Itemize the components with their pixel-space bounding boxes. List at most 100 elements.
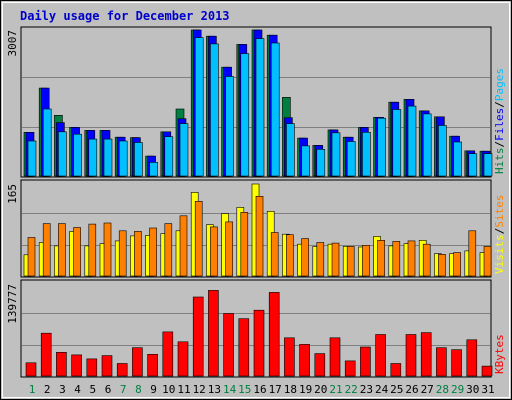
bar-kbytes-day-31 [481,365,493,377]
bar-pages-day-27 [422,113,432,177]
bar-sites-day-25 [392,241,401,277]
x-label-day-29: 29 [451,383,464,396]
bar-sites-day-16 [255,196,264,277]
bar-kbytes-day-27 [420,332,432,377]
x-label-day-14: 14 [223,383,237,396]
bar-sites-day-8 [134,231,142,277]
bar-pages-day-9 [149,162,158,177]
bar-sites-day-7 [118,230,127,277]
bar-kbytes-day-15 [238,318,250,377]
bar-pages-day-22 [346,141,356,177]
bar-pages-day-2 [42,108,52,177]
x-label-day-28: 28 [436,383,449,396]
x-label-day-5: 5 [89,383,96,396]
bar-sites-day-26 [407,240,416,277]
bar-kbytes-day-29 [451,349,462,377]
bar-sites-day-13 [210,226,218,277]
bar-pages-day-6 [103,138,113,177]
bar-pages-day-23 [362,132,371,177]
x-label-day-8: 8 [135,383,142,396]
bar-sites-day-22 [346,246,355,277]
bar-kbytes-day-24 [375,334,386,377]
bar-sites-day-29 [453,252,461,277]
bar-pages-day-15 [240,53,250,177]
bar-sites-day-18 [286,234,294,277]
x-label-day-1: 1 [29,383,36,396]
x-label-day-23: 23 [360,383,373,396]
x-label-day-7: 7 [120,383,127,396]
bar-sites-day-12 [194,201,203,277]
bar-sites-day-4 [73,227,81,277]
bar-pages-day-25 [392,109,402,177]
bar-sites-day-9 [149,227,157,277]
legend-separator: / [493,101,506,108]
bar-kbytes-day-14 [223,313,234,377]
bar-pages-day-20 [316,149,326,177]
bar-sites-day-5 [88,223,97,277]
x-label-day-17: 17 [269,383,282,396]
bar-sites-day-17 [270,232,279,277]
bar-pages-day-17 [270,42,280,177]
bar-pages-day-4 [73,133,82,177]
bar-pages-day-7 [118,140,128,177]
bar-kbytes-day-12 [192,296,204,377]
bar-kbytes-day-1 [25,362,37,377]
y-max-label-kbytes: 139777 [6,284,19,324]
y-max-label-hits-files-pages: 3007 [6,30,19,57]
x-label-day-9: 9 [150,383,157,396]
x-label-day-25: 25 [390,383,403,396]
bar-kbytes-day-30 [466,339,478,377]
bar-pages-day-31 [483,153,493,177]
bar-pages-day-14 [225,76,234,177]
bar-pages-day-30 [468,153,478,177]
bar-pages-day-5 [88,138,98,177]
bar-sites-day-23 [362,245,370,277]
bar-sites-day-3 [58,223,66,277]
bar-pages-day-11 [179,123,189,177]
x-label-day-4: 4 [74,383,81,396]
bar-sites-day-10 [164,223,173,277]
bar-kbytes-day-28 [436,347,447,377]
legend-panel-3: KBytes [493,334,506,374]
bar-pages-day-19 [301,145,310,177]
x-label-day-22: 22 [345,383,358,396]
x-label-day-6: 6 [105,383,112,396]
bar-pages-day-26 [407,105,417,177]
bar-kbytes-day-5 [86,358,98,377]
x-label-day-15: 15 [238,383,251,396]
x-label-day-16: 16 [253,383,266,396]
x-label-day-3: 3 [59,383,66,396]
bar-kbytes-day-20 [314,353,326,377]
legend-panel-2: Visits/Sites [493,195,506,275]
bar-sites-day-31 [483,246,492,277]
bar-kbytes-day-22 [344,360,356,377]
y-max-labels: 3007 165 139777 [6,30,19,324]
bar-pages-day-16 [255,38,265,177]
legend-separator: / [493,228,506,235]
bar-kbytes-day-6 [101,355,113,377]
legend-files: Files [493,108,506,141]
bar-kbytes-day-21 [329,337,341,377]
bar-pages-day-21 [331,132,341,177]
x-label-day-21: 21 [329,383,342,396]
x-label-day-24: 24 [375,383,389,396]
bar-kbytes-day-23 [360,346,371,377]
bar-sites-day-27 [422,243,431,277]
x-label-day-19: 19 [299,383,312,396]
x-label-day-11: 11 [177,383,190,396]
x-label-day-12: 12 [193,383,206,396]
bar-pages-day-3 [58,131,67,177]
legend-hits: Hits [493,148,506,175]
bar-pages-day-24 [377,117,386,177]
bar-pages-day-29 [453,141,462,177]
bar-pages-day-10 [164,136,174,177]
x-label-day-13: 13 [208,383,221,396]
bar-kbytes-day-3 [56,351,67,377]
legend-visits: Visits [493,234,506,274]
bar-kbytes-day-11 [177,341,189,377]
bar-sites-day-19 [301,238,309,277]
bar-sites-day-28 [438,254,446,277]
bar-sites-day-1 [27,237,36,277]
